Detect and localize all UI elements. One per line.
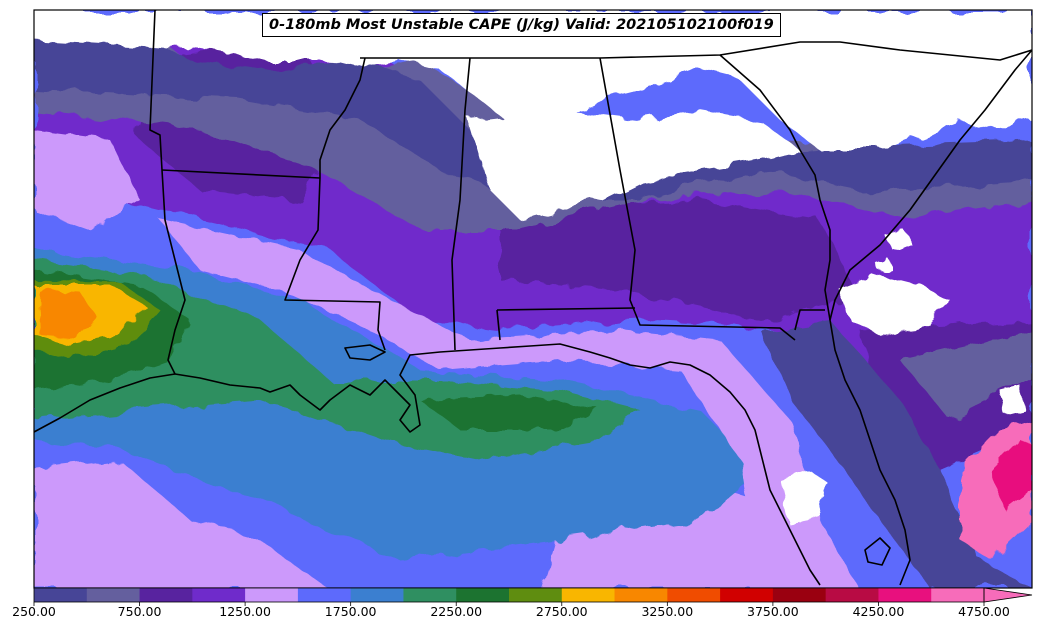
colorbar-outline [33,587,985,603]
colorbar-tick-label: 250.00 [12,604,56,619]
state-line [794,309,825,331]
colorbar-segment [667,588,721,602]
colorbar-segment [614,588,668,602]
state-line [161,169,321,179]
boundary-lines [33,9,1033,586]
colorbar-tick-label: 4250.00 [852,604,905,619]
state-line [161,169,186,375]
colorbar-tick-label: 2250.00 [430,604,483,619]
colorbar-tick-label: 750.00 [117,604,162,619]
colorbar-segment [297,588,352,602]
state-line [284,177,386,351]
state-line [451,57,471,351]
colorbar-segment [878,588,932,602]
colorbar-tick-label: 3250.00 [641,604,694,619]
state-line [149,9,163,171]
colorbar-segment [139,588,193,602]
map-title: 0-180mb Most Unstable CAPE (J/kg) Valid:… [262,13,781,37]
colorbar-segment [931,588,985,602]
colorbar-segment [86,588,141,602]
colorbar-segment [456,588,510,602]
lake-pontchartrain [344,344,386,361]
colorbar [33,587,1033,606]
state-line [719,54,831,321]
lake-okeechobee [864,537,891,566]
colorbar-segment [509,588,563,602]
colorbar-tick-label: 1750.00 [324,604,377,619]
colorbar-segment [34,588,88,602]
state-line [496,307,636,311]
state-line [360,41,1033,61]
colorbar-extend-arrow [983,587,1033,603]
colorbar-tick-label: 2750.00 [535,604,588,619]
colorbar-segment [192,588,246,602]
atlantic-coastline [829,49,1033,586]
state-line [496,309,501,341]
colorbar-tick-label: 4750.00 [958,604,1010,619]
state-line [599,57,796,341]
gulf-coastline [33,343,821,586]
colorbar-tick-label: 3750.00 [747,604,799,619]
colorbar-segment [720,588,774,602]
cape-fill-field [34,10,1032,588]
colorbar-segment [561,588,616,602]
colorbar-segment [772,588,827,602]
colorbar-segment [403,588,457,602]
state-line [319,57,366,178]
colorbar-segment [350,588,404,602]
colorbar-tick-label: 1250.00 [219,604,271,619]
colorbar-segment [245,588,299,602]
colorbar-segment [825,588,879,602]
